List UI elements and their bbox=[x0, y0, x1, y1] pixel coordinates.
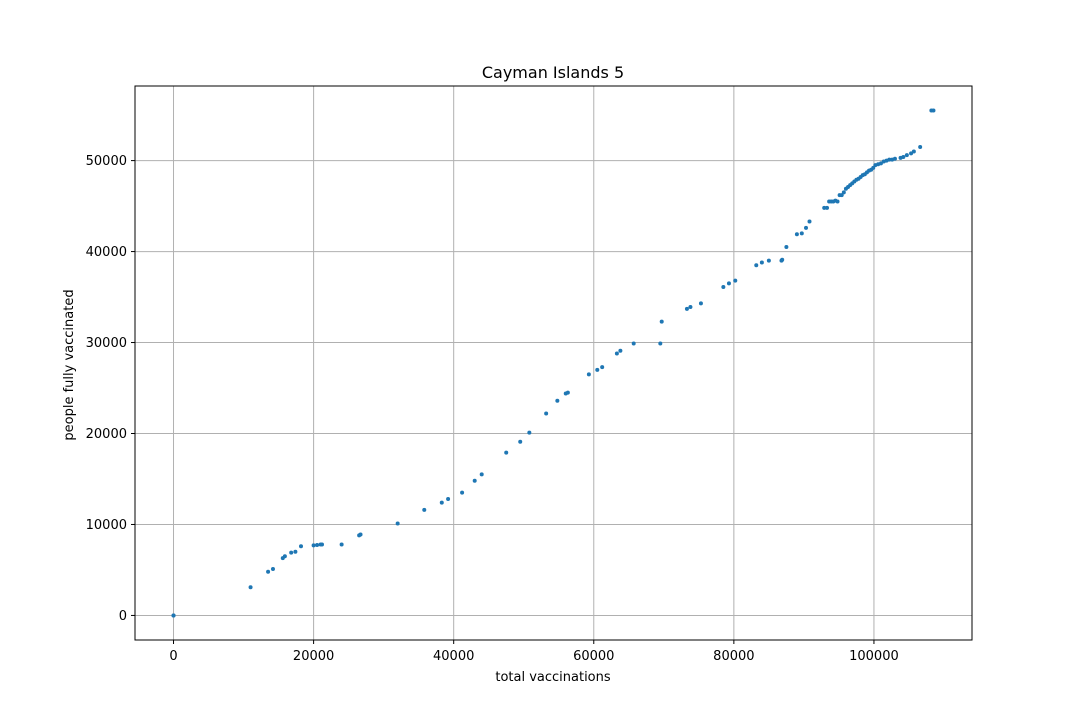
data-point bbox=[698, 301, 703, 306]
data-point bbox=[586, 372, 591, 377]
data-point bbox=[595, 367, 600, 372]
data-point bbox=[733, 278, 738, 283]
data-point bbox=[766, 258, 771, 263]
data-point bbox=[825, 205, 830, 210]
data-points bbox=[171, 108, 936, 618]
data-point bbox=[931, 108, 936, 113]
data-point bbox=[479, 472, 484, 477]
chart-title: Cayman Islands 5 bbox=[482, 63, 624, 82]
data-point bbox=[688, 305, 693, 310]
x-tick-label: 80000 bbox=[713, 649, 754, 664]
data-point bbox=[282, 554, 287, 559]
x-tick-label: 0 bbox=[169, 649, 177, 664]
data-point bbox=[799, 231, 804, 236]
data-point bbox=[358, 532, 363, 537]
y-tick-label: 50000 bbox=[86, 154, 127, 169]
data-point bbox=[298, 544, 303, 549]
data-point bbox=[631, 341, 636, 346]
data-point bbox=[266, 569, 271, 574]
x-tick-label: 60000 bbox=[573, 649, 614, 664]
y-tick-label: 20000 bbox=[86, 427, 127, 442]
data-point bbox=[315, 542, 320, 547]
data-point bbox=[565, 390, 570, 395]
data-point bbox=[614, 351, 619, 356]
y-tick-label: 40000 bbox=[86, 245, 127, 260]
y-tick-label: 10000 bbox=[86, 518, 127, 533]
data-point bbox=[839, 193, 844, 198]
data-point bbox=[555, 398, 560, 403]
x-axis-label: total vaccinations bbox=[495, 670, 611, 685]
data-point bbox=[658, 341, 663, 346]
data-point bbox=[901, 154, 906, 159]
data-point bbox=[618, 348, 623, 353]
data-point bbox=[518, 439, 523, 444]
data-point bbox=[835, 199, 840, 204]
data-point bbox=[918, 144, 923, 149]
data-point bbox=[270, 567, 275, 572]
data-point bbox=[871, 165, 876, 170]
data-point bbox=[289, 550, 294, 555]
data-point bbox=[841, 190, 846, 195]
data-point bbox=[472, 478, 477, 483]
data-point bbox=[684, 306, 689, 311]
data-point bbox=[439, 500, 444, 505]
data-point bbox=[659, 319, 664, 324]
data-point bbox=[726, 281, 731, 286]
data-point bbox=[807, 219, 812, 224]
data-point bbox=[804, 225, 809, 230]
data-point bbox=[892, 156, 897, 161]
data-point bbox=[721, 285, 726, 290]
plot-area-frame bbox=[134, 85, 973, 641]
grid-lines bbox=[135, 86, 972, 640]
data-point bbox=[311, 543, 316, 548]
axis-ticks: 0 20000 40000 60000 80000 100000 0 10000 20000 30… bbox=[86, 154, 899, 664]
data-point bbox=[759, 260, 764, 265]
y-tick-label: 0 bbox=[119, 609, 127, 624]
x-tick-label: 40000 bbox=[433, 649, 474, 664]
data-point bbox=[822, 205, 827, 210]
data-point bbox=[754, 263, 759, 268]
y-tick-label: 30000 bbox=[86, 336, 127, 351]
data-point bbox=[446, 496, 451, 501]
data-point bbox=[600, 365, 605, 370]
data-point bbox=[339, 542, 344, 547]
data-point bbox=[911, 149, 916, 154]
data-point bbox=[887, 157, 892, 162]
data-point bbox=[171, 613, 176, 618]
data-point bbox=[422, 507, 427, 512]
data-point bbox=[784, 245, 789, 250]
data-point bbox=[248, 585, 253, 590]
x-tick-label: 100000 bbox=[849, 649, 899, 664]
data-point bbox=[504, 450, 509, 455]
data-point bbox=[320, 542, 325, 547]
data-point bbox=[794, 232, 799, 237]
data-point bbox=[780, 257, 785, 262]
data-point bbox=[460, 490, 465, 495]
y-axis-label: people fully vaccinated bbox=[62, 289, 77, 440]
data-point bbox=[395, 521, 400, 526]
data-point bbox=[293, 549, 298, 554]
data-point bbox=[527, 430, 532, 435]
data-point bbox=[544, 411, 549, 416]
x-tick-label: 20000 bbox=[293, 649, 334, 664]
data-point bbox=[904, 153, 909, 158]
